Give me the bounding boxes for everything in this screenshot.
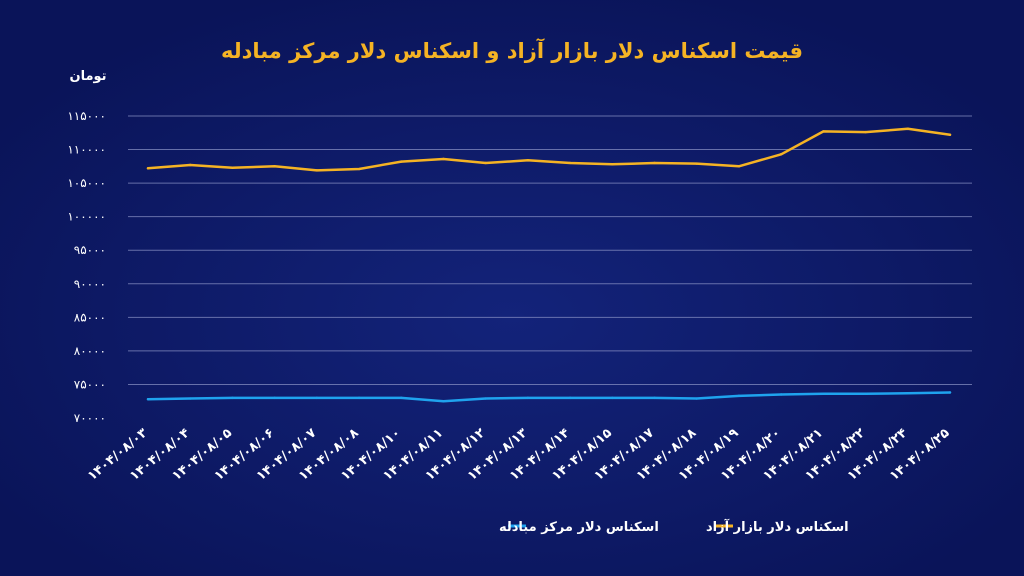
data-point <box>357 396 361 400</box>
data-point <box>568 396 572 400</box>
y-tick-label: ۱۰۵۰۰۰ <box>67 176 106 190</box>
data-point <box>568 161 572 165</box>
data-point <box>526 396 530 400</box>
data-point <box>653 161 656 165</box>
data-point <box>484 161 487 165</box>
y-tick-label: ۱۱۵۰۰۰ <box>67 109 106 123</box>
data-point <box>146 398 150 401</box>
data-point <box>442 400 445 403</box>
data-point <box>357 167 361 171</box>
data-point <box>906 391 909 395</box>
series-lines <box>146 127 952 403</box>
series-line-1 <box>146 391 952 403</box>
data-point <box>484 397 487 400</box>
data-point <box>611 163 614 166</box>
data-point <box>611 396 614 400</box>
data-point <box>189 163 192 167</box>
data-point <box>779 153 783 156</box>
y-tick-label: ۹۰۰۰۰ <box>74 277 106 291</box>
y-tick-label: ۹۵۰۰۰ <box>74 243 106 257</box>
data-point <box>737 165 741 168</box>
data-point <box>273 396 276 400</box>
data-point <box>400 396 403 400</box>
data-point <box>948 133 952 136</box>
data-point <box>315 396 319 400</box>
y-tick-label: ۷۵۰۰۰ <box>74 377 106 391</box>
data-point <box>315 169 319 172</box>
y-tick-label: ۱۰۰۰۰۰ <box>67 210 106 224</box>
data-point <box>864 130 867 134</box>
data-point <box>189 397 192 400</box>
data-point <box>822 130 825 133</box>
data-point <box>231 166 234 169</box>
data-point <box>906 127 909 130</box>
data-point <box>737 394 741 398</box>
grid-lines <box>128 115 972 385</box>
y-tick-label: ۱۱۰۰۰۰ <box>67 143 106 157</box>
data-point <box>273 165 276 168</box>
y-tick-label: ۸۰۰۰۰ <box>74 344 106 358</box>
y-tick-label: ۸۵۰۰۰ <box>74 310 106 324</box>
legend-label: اسکناس دلار مرکز مبادله <box>499 520 659 535</box>
data-point <box>442 157 445 161</box>
y-axis-unit-label: تومان <box>69 69 106 84</box>
data-point <box>948 391 952 394</box>
data-point <box>231 396 234 400</box>
legend-label: اسکناس دلار بازار آزاد <box>706 518 849 535</box>
data-point <box>864 392 867 396</box>
data-point <box>146 167 150 170</box>
data-point <box>695 397 698 400</box>
data-point <box>526 159 530 162</box>
legend: اسکناس دلار بازار آزاد اسکناس دلار مرکز م… <box>499 518 849 535</box>
data-point <box>695 162 698 165</box>
data-point <box>653 396 656 400</box>
y-tick-label: ۷۰۰۰۰ <box>74 411 106 425</box>
data-point <box>822 392 825 396</box>
series-line-0 <box>146 127 952 172</box>
chart-title: قیمت اسکناس دلار بازار آزاد و اسکناس دلا… <box>221 38 803 63</box>
data-point <box>400 160 403 163</box>
y-axis-ticks: ۱۱۵۰۰۰ ۱۱۰۰۰۰ ۱۰۵۰۰۰ ۱۰۰۰۰۰ ۹۵۰۰۰ ۹۰۰۰۰ ۸۵۰۰۰ ۸… <box>67 109 106 425</box>
data-point <box>779 393 783 396</box>
